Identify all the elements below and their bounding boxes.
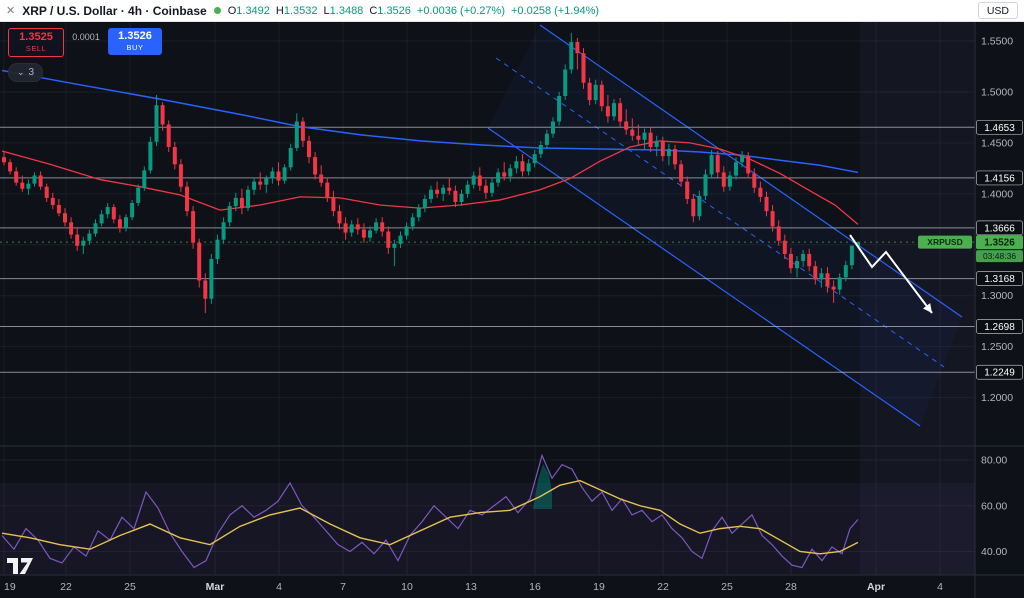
price-scale-label: 1.4000 bbox=[981, 188, 1013, 200]
price-scale-label: 1.5500 bbox=[981, 36, 1013, 48]
level-price-box bbox=[976, 271, 1023, 286]
time-scale-label: Mar bbox=[206, 581, 225, 593]
currency-toggle-button[interactable]: USD bbox=[977, 2, 1018, 19]
time-scale-label: 22 bbox=[60, 581, 72, 593]
market-status-dot bbox=[213, 7, 221, 14]
time-scale-label: 25 bbox=[124, 581, 136, 593]
close-icon[interactable]: ✕ bbox=[6, 5, 16, 17]
close-value: 1.3526 bbox=[377, 4, 411, 17]
current-price-label: 1.3526 bbox=[984, 238, 1015, 249]
chevron-down-icon: ⌄ bbox=[17, 67, 25, 77]
channel-upper-line[interactable] bbox=[539, 24, 963, 318]
rsi-line[interactable] bbox=[1, 453, 859, 569]
level-price-box bbox=[976, 119, 1023, 135]
sell-price: 1.3525 bbox=[19, 31, 53, 44]
object-tree-pill[interactable]: ⌄ 3 bbox=[8, 63, 44, 82]
rsi-scale-label: 40.00 bbox=[981, 546, 1007, 558]
time-scale-label: 7 bbox=[340, 581, 346, 593]
rsi-scale-label: 60.00 bbox=[981, 500, 1007, 512]
change-absolute: +0.0036 (+0.27%) bbox=[416, 4, 505, 17]
time-scale-label: 4 bbox=[937, 581, 943, 593]
level-price-box bbox=[976, 220, 1023, 236]
close-key: C bbox=[369, 4, 378, 17]
price-scale-label: 1.3000 bbox=[981, 290, 1013, 302]
price-scale-label: 1.5000 bbox=[981, 86, 1013, 98]
time-scale-label: 19 bbox=[593, 581, 605, 593]
rsi-scale-label: 80.00 bbox=[981, 455, 1007, 467]
tradingview-logo[interactable] bbox=[7, 558, 33, 574]
ohlc-readout: O1.3492 H1.3532 L1.3488 C1.3526 +0.0036 … bbox=[228, 5, 599, 17]
open-value: 1.3492 bbox=[236, 4, 270, 17]
symbol-tag-label: XRPUSD bbox=[927, 237, 962, 247]
chart-canvas[interactable]: 1.5500 1.5000 1.4500 1.4000 1.3000 1.2500 1.20… bbox=[0, 22, 1024, 598]
trade-widget: 1.3525 SELL 0.0001 1.3526 BUY bbox=[8, 28, 162, 57]
level-price-box bbox=[976, 319, 1023, 334]
level-price-box bbox=[976, 364, 1023, 380]
low-key: L bbox=[323, 4, 330, 17]
projection-tint bbox=[860, 22, 975, 575]
level-price-label: 1.4156 bbox=[984, 173, 1015, 184]
level-price-label: 1.2249 bbox=[984, 368, 1015, 379]
level-price-label: 1.4653 bbox=[984, 123, 1015, 134]
time-scale-label: 4 bbox=[276, 581, 282, 593]
time-scale-label: 22 bbox=[657, 581, 669, 593]
candle-countdown-label: 03:48:36 bbox=[983, 251, 1016, 261]
price-scale-label: 1.2500 bbox=[981, 341, 1013, 353]
time-scale-label: 16 bbox=[529, 581, 541, 593]
projection-arrow[interactable] bbox=[849, 234, 933, 314]
time-scale-label: 25 bbox=[721, 581, 733, 593]
level-price-label: 1.2698 bbox=[984, 322, 1015, 333]
open-key: O bbox=[227, 4, 237, 17]
candle-countdown-box bbox=[976, 250, 1023, 263]
ma-slow-blue-line[interactable] bbox=[1, 69, 859, 174]
symbol-title[interactable]: XRP / U.S. Dollar · 4h · Coinbase bbox=[22, 3, 207, 18]
rsi-ma-line[interactable] bbox=[1, 479, 859, 555]
buy-price: 1.3526 bbox=[118, 30, 152, 43]
price-axis[interactable] bbox=[975, 22, 1024, 598]
spread-value: 0.0001 bbox=[72, 32, 100, 42]
channel-fill bbox=[488, 25, 962, 426]
sell-button[interactable]: 1.3525 SELL bbox=[8, 28, 64, 57]
time-scale-label: 19 bbox=[4, 581, 16, 593]
candles-layer bbox=[2, 32, 860, 314]
level-price-label: 1.3168 bbox=[984, 274, 1015, 285]
key-level-lines[interactable] bbox=[0, 126, 975, 373]
time-scale-label: 28 bbox=[785, 581, 797, 593]
price-scale-label: 1.4500 bbox=[981, 137, 1013, 149]
time-scale-label: 13 bbox=[465, 581, 477, 593]
object-count: 3 bbox=[28, 67, 35, 78]
low-value: 1.3488 bbox=[329, 4, 364, 17]
high-key: H bbox=[275, 4, 284, 17]
level-price-label: 1.3666 bbox=[984, 223, 1015, 234]
time-axis[interactable] bbox=[0, 575, 1024, 598]
current-price-box bbox=[976, 235, 1023, 250]
channel-mid-line[interactable] bbox=[495, 57, 945, 368]
level-price-box bbox=[976, 170, 1023, 186]
change-extended: +0.0258 (+1.94%) bbox=[511, 4, 600, 17]
price-scale-label: 1.2000 bbox=[981, 392, 1013, 404]
time-scale-label: 10 bbox=[401, 581, 413, 593]
buy-label: BUY bbox=[126, 43, 144, 53]
rsi-band bbox=[0, 482, 975, 575]
time-scale-label: Apr bbox=[867, 581, 885, 593]
buy-button[interactable]: 1.3526 BUY bbox=[108, 28, 162, 55]
high-value: 1.3532 bbox=[283, 4, 318, 17]
chart-topbar: ✕ XRP / U.S. Dollar · 4h · Coinbase O1.3… bbox=[0, 0, 1024, 22]
symbol-price-tag bbox=[918, 235, 972, 249]
sell-label: SELL bbox=[25, 44, 47, 54]
